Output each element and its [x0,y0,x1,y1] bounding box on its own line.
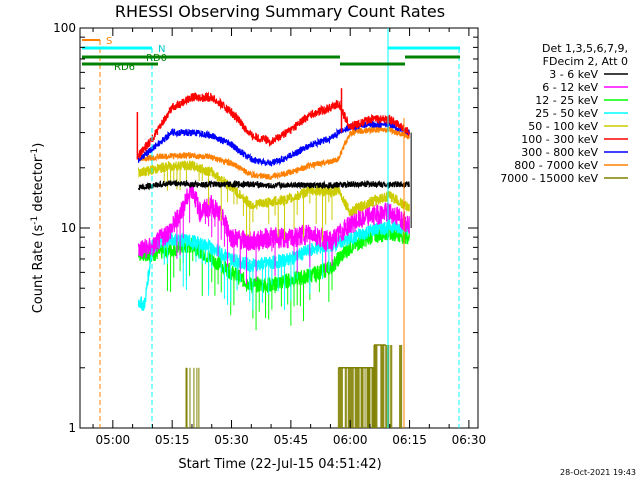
legend-header-1: Det 1,3,5,6,7,9, [542,42,628,55]
legend-label-1: 6 - 12 keV [542,81,598,94]
plot-area [79,27,479,429]
legend-header-2: FDecim 2, Att 0 [543,55,628,68]
series-50-100kev [138,160,410,242]
legend-label-4: 50 - 100 keV [528,120,598,133]
series-line [138,217,410,311]
flag-s-label: S [106,36,112,47]
legend-label-6: 300 - 800 keV [521,146,598,159]
series-3-6kev [138,179,410,191]
chart-title: RHESSI Observing Summary Count Rates [115,2,445,21]
series-100-300kev [138,91,410,159]
legend-label-3: 25 - 50 keV [535,107,598,120]
series-layer [136,88,412,428]
series-7000-15000-kev [185,344,403,428]
timestamp: 28-Oct-2021 19:43 [560,468,636,477]
y-tick-label-2: 100 [53,21,76,35]
legend-label-5: 100 - 300 keV [521,133,598,146]
legend: Det 1,3,5,6,7,9, FDecim 2, Att 0 3 - 6 k… [500,42,628,185]
series-line [138,125,410,181]
series-300-800kev [138,119,410,167]
series-6-12kev [138,183,410,285]
series-line [138,179,410,191]
legend-label-8: 7000 - 15000 keV [500,172,598,185]
series-line [138,119,410,167]
flag-rd6-label: RD6 [114,62,135,73]
legend-label-0: 3 - 6 keV [549,68,598,81]
x-axis-label: Start Time (22-Jul-15 04:51:42) [178,457,381,472]
flag-n-label: N [158,44,165,55]
x-tick-label-5: 06:15 [392,433,427,447]
x-tick-label-3: 05:45 [274,433,309,447]
legend-label-2: 12 - 25 keV [535,94,598,107]
flag-layer: S N RD0 RD6 [82,28,460,428]
y-tick-label-0: 1 [68,421,76,435]
y-axis-label: Count Rate (s-1 detector-1) [30,143,46,314]
x-axis: 05:00 05:15 05:30 05:45 06:00 06:15 06:30 [92,28,487,447]
series-line [138,91,410,159]
series-line [138,160,410,217]
series-800-7000kev [138,125,410,181]
y-tick-label-1: 10 [61,221,76,235]
x-tick-label-1: 05:15 [155,433,190,447]
x-tick-label-6: 06:30 [452,433,487,447]
legend-label-7: 800 - 7000 keV [514,159,598,172]
x-tick-label-2: 05:30 [214,433,249,447]
x-tick-label-0: 05:00 [96,433,131,447]
x-tick-label-4: 06:00 [333,433,368,447]
y-axis: 1 10 100 [53,21,478,435]
flag-rd0-label: RD0 [146,53,167,64]
